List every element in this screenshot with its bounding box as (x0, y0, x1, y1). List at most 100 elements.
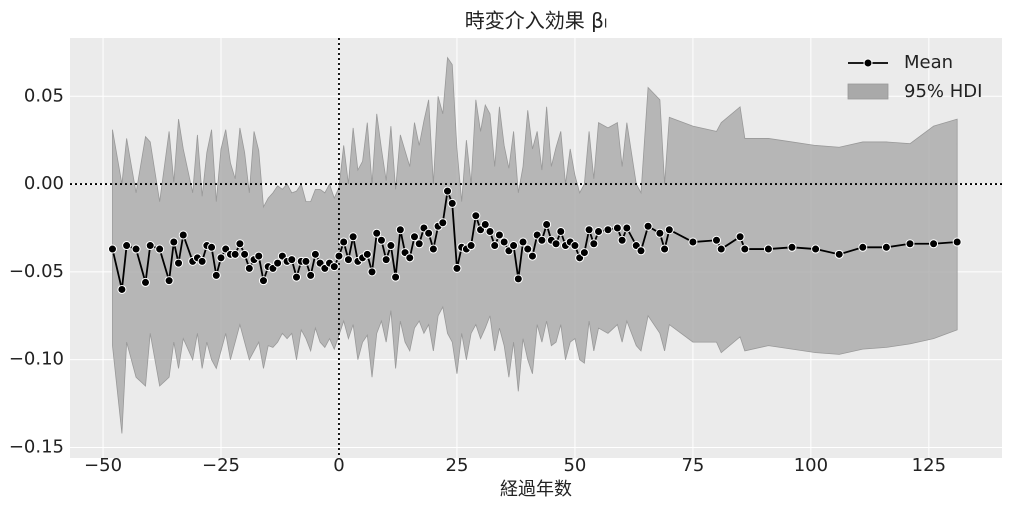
mean-marker (107, 244, 117, 254)
x-tick-label: −50 (84, 455, 122, 476)
mean-marker (643, 221, 653, 231)
mean-marker (164, 276, 174, 286)
chart-title: 時変介入効果 βₗ (465, 9, 607, 33)
mean-marker (174, 258, 184, 268)
mean-marker (362, 249, 372, 259)
x-tick-label: 75 (681, 455, 704, 476)
mean-marker (834, 249, 844, 259)
mean-marker (310, 249, 320, 259)
mean-marker (622, 223, 632, 233)
mean-marker (787, 242, 797, 252)
mean-marker (235, 239, 245, 249)
mean-marker (494, 230, 504, 240)
mean-marker (197, 256, 207, 266)
mean-marker (395, 225, 405, 235)
mean-marker (655, 228, 665, 238)
mean-marker (452, 263, 462, 273)
mean-marker (556, 226, 566, 236)
mean-marker (244, 263, 254, 273)
mean-marker (636, 246, 646, 256)
x-axis-label: 経過年数 (500, 479, 572, 500)
mean-marker (716, 244, 726, 254)
mean-marker (471, 211, 481, 221)
mean-marker (122, 241, 132, 251)
mean-marker (329, 262, 339, 272)
mean-marker (376, 235, 386, 245)
mean-marker (603, 225, 613, 235)
mean-marker (381, 255, 391, 265)
mean-marker (584, 225, 594, 235)
mean-marker (811, 244, 821, 254)
mean-marker (570, 241, 580, 251)
mean-marker (141, 277, 151, 287)
x-tick-label: 25 (446, 455, 469, 476)
mean-marker (273, 258, 283, 268)
mean-marker (929, 239, 939, 249)
mean-marker (211, 270, 221, 280)
mean-marker (306, 270, 316, 280)
mean-marker (527, 251, 537, 261)
mean-marker (542, 219, 552, 229)
mean-marker (216, 253, 226, 263)
mean-marker (589, 239, 599, 249)
mean-marker (414, 239, 424, 249)
mean-marker (391, 272, 401, 282)
legend-swatch (847, 83, 889, 100)
mean-marker (858, 242, 868, 252)
legend-label: Mean (904, 52, 953, 73)
mean-marker (594, 226, 604, 236)
mean-marker (367, 267, 377, 277)
x-tick-label: 125 (912, 455, 946, 476)
mean-marker (735, 232, 745, 242)
mean-marker (287, 255, 297, 265)
mean-marker (664, 225, 674, 235)
x-tick-label: 50 (563, 455, 586, 476)
legend-marker (863, 58, 873, 68)
mean-marker (466, 241, 476, 251)
mean-marker (490, 241, 500, 251)
mean-marker (230, 249, 240, 259)
mean-marker (438, 218, 448, 228)
mean-marker (513, 274, 523, 284)
mean-marker (712, 235, 722, 245)
mean-marker (763, 244, 773, 254)
mean-marker (447, 198, 457, 208)
mean-marker (537, 235, 547, 245)
mean-marker (155, 244, 165, 254)
mean-marker (292, 272, 302, 282)
mean-marker (258, 276, 268, 286)
mean-marker (688, 237, 698, 247)
mean-marker (178, 230, 188, 240)
y-tick-label: −0.10 (9, 349, 64, 370)
mean-marker (343, 255, 353, 265)
mean-marker (169, 237, 179, 247)
mean-marker (617, 235, 627, 245)
mean-marker (509, 241, 519, 251)
mean-marker (334, 251, 344, 261)
mean-marker (740, 244, 750, 254)
y-tick-label: 0.05 (24, 85, 64, 106)
x-tick-label: 100 (794, 455, 828, 476)
mean-marker (240, 249, 250, 259)
mean-marker (499, 237, 509, 247)
mean-marker (523, 244, 533, 254)
mean-marker (518, 237, 528, 247)
mean-marker (117, 284, 127, 294)
mean-marker (145, 241, 155, 251)
y-tick-label: −0.15 (9, 436, 64, 457)
mean-marker (551, 239, 561, 249)
mean-marker (254, 251, 264, 261)
y-tick-label: −0.05 (9, 261, 64, 282)
mean-marker (485, 226, 495, 236)
mean-marker (660, 244, 670, 254)
x-tick-label: 0 (333, 455, 344, 476)
mean-marker (339, 237, 349, 247)
mean-marker (207, 242, 217, 252)
mean-marker (372, 228, 382, 238)
mean-marker (443, 186, 453, 196)
mean-marker (386, 241, 396, 251)
mean-marker (409, 232, 419, 242)
mean-marker (131, 244, 141, 254)
mean-marker (905, 239, 915, 249)
